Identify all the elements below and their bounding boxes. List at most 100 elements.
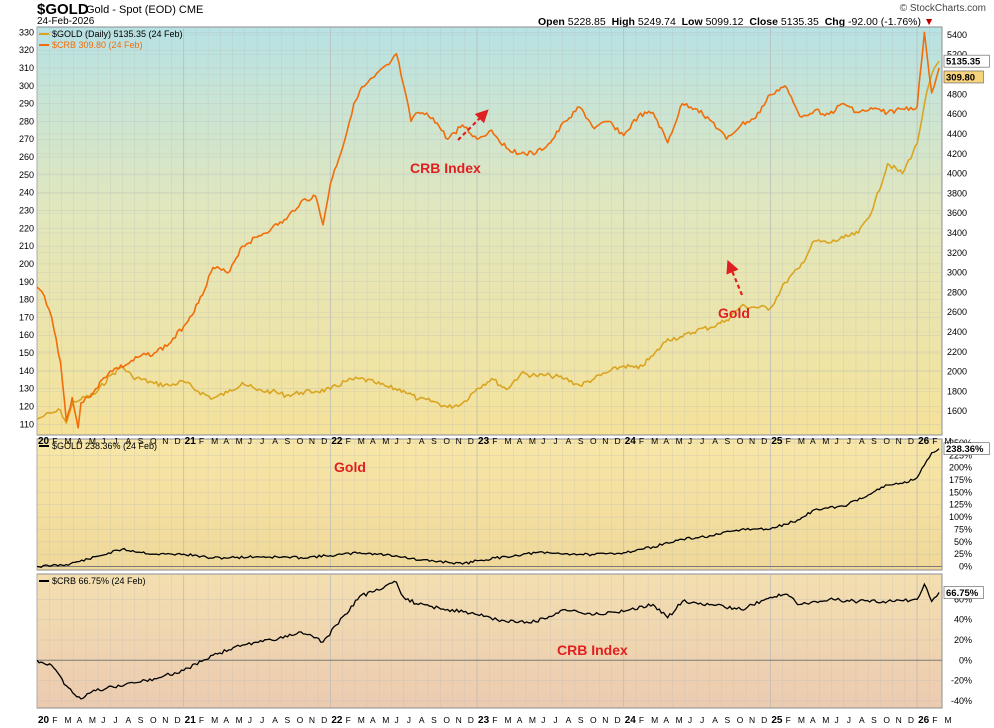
x-axis-month-label: F (786, 715, 791, 725)
left-axis-tick-label: 270 (19, 134, 34, 144)
low-value: 5099.12 (705, 16, 744, 28)
right-axis-tick-label: 2600 (947, 307, 967, 317)
x-axis-month-label: N (896, 715, 902, 725)
x-axis-month-label: S (724, 715, 730, 725)
x-axis-month-label: O (297, 715, 304, 725)
x-axis-month-label: J (248, 715, 252, 725)
ohlc-summary: Open 5228.85 High 5249.74 Low 5099.12 Cl… (538, 16, 934, 28)
x-axis-month-label: J (553, 715, 557, 725)
x-axis-month-label: M (382, 436, 389, 446)
x-axis-month-label: J (407, 436, 411, 446)
pct-axis-tick-label: 40% (954, 615, 972, 625)
x-axis-month-label: J (113, 715, 117, 725)
legend-entry: $GOLD (Daily) 5135.35 (24 Feb) (52, 29, 183, 39)
x-axis-month-label: J (835, 436, 839, 446)
x-axis-month-label: S (138, 715, 144, 725)
x-axis-month-label: M (89, 436, 96, 446)
right-axis-tick-label: 4800 (947, 89, 967, 99)
right-axis-tick-label: 1600 (947, 406, 967, 416)
left-axis-tick-label: 280 (19, 116, 34, 126)
change-label: Chg (824, 16, 846, 28)
crb-price-line (36, 31, 940, 429)
x-axis-month-label: N (309, 436, 315, 446)
provider-logo[interactable]: © StockCharts.com (899, 3, 986, 14)
right-axis-tick-label: 5200 (947, 50, 967, 60)
x-axis-month-label: A (810, 436, 816, 446)
legend-entry: $CRB 309.80 (24 Feb) (52, 40, 143, 50)
x-axis-month-label: F (346, 715, 351, 725)
pct-axis-tick-label: 100% (949, 512, 972, 522)
left-axis-tick-label: 310 (19, 63, 34, 73)
x-axis-month-label: A (859, 715, 865, 725)
x-axis-month-label: M (382, 715, 389, 725)
x-axis-month-label: M (822, 715, 829, 725)
x-axis-month-label: S (284, 436, 290, 446)
right-axis-tick-label: 4000 (947, 169, 967, 179)
x-axis-year-label: 26 (918, 436, 930, 447)
left-axis-tick-label: 240 (19, 188, 34, 198)
x-axis-month-label: M (798, 715, 805, 725)
high-value: 5249.74 (637, 16, 676, 28)
left-axis-tick-label: 110 (20, 419, 34, 429)
x-axis-month-label: A (126, 715, 132, 725)
x-axis-month-label: A (517, 436, 523, 446)
x-axis-month-label: S (431, 436, 437, 446)
x-axis-month-label: J (847, 436, 851, 446)
x-axis-month-label: J (248, 436, 252, 446)
pct-axis-tick-label: 200% (949, 463, 972, 473)
right-axis-tick-label: 3600 (947, 208, 967, 218)
x-axis-month-label: M (236, 715, 243, 725)
x-axis-month-label: J (541, 715, 545, 725)
left-axis-tick-label: 130 (19, 384, 34, 394)
x-axis-month-label: O (590, 715, 597, 725)
x-axis-month-label: N (602, 715, 608, 725)
panel-background-2 (36, 438, 943, 571)
x-axis-month-label: A (810, 715, 816, 725)
x-axis-month-label: D (468, 715, 474, 725)
x-axis-month-label: F (492, 436, 497, 446)
crb-last-value: 309.80 (946, 72, 975, 83)
x-axis-month-label: N (162, 715, 168, 725)
low-label: Low (681, 16, 703, 28)
x-axis-year-label: 22 (331, 436, 343, 447)
x-axis-month-label: O (150, 436, 157, 446)
close-label: Close (749, 16, 778, 28)
left-axis-tick-label: 210 (19, 241, 34, 251)
right-axis-tick-label: 3000 (947, 268, 967, 278)
x-axis-month-label: A (712, 715, 718, 725)
x-axis-month-label: M (504, 715, 511, 725)
x-axis-month-label: A (370, 715, 376, 725)
left-axis-tick-label: 250 (19, 170, 34, 180)
x-axis-month-label: M (798, 436, 805, 446)
x-axis-year-label: 24 (625, 715, 637, 726)
x-axis-month-label: J (835, 715, 839, 725)
x-axis-month-label: O (883, 436, 890, 446)
right-axis-tick-label: 4200 (947, 149, 967, 159)
x-axis-month-label: F (492, 715, 497, 725)
pct-axis-tick-label: -20% (951, 676, 972, 686)
x-axis-month-label: N (456, 715, 462, 725)
x-axis-month-label: D (321, 715, 327, 725)
x-axis-month-label: S (578, 715, 584, 725)
x-axis-month-label: M (822, 436, 829, 446)
gold-annotation-arrow (726, 259, 744, 296)
x-axis-month-label: F (199, 715, 204, 725)
left-axis-tick-label: 230 (19, 206, 34, 216)
x-axis-month-label: J (847, 715, 851, 725)
x-axis-month-label: J (394, 715, 398, 725)
gold-pct-line (36, 448, 940, 569)
x-axis-month-label: S (138, 436, 144, 446)
right-axis-tick-label: 5400 (947, 30, 967, 40)
gold-last-value-box (943, 54, 990, 68)
x-axis-month-label: O (150, 715, 157, 725)
gold-annotation: Gold (718, 305, 750, 321)
x-axis-month-label: F (52, 715, 57, 725)
gold-last-value: 5135.35 (946, 57, 981, 68)
pct-axis-tick-label: 0% (959, 655, 972, 665)
down-arrow-icon: ▼ (923, 16, 935, 28)
x-axis-month-label: A (566, 715, 572, 725)
x-axis-year-label: 22 (331, 715, 343, 726)
x-axis-month-label: O (297, 436, 304, 446)
crb-pct-annotation: CRB Index (557, 642, 628, 658)
